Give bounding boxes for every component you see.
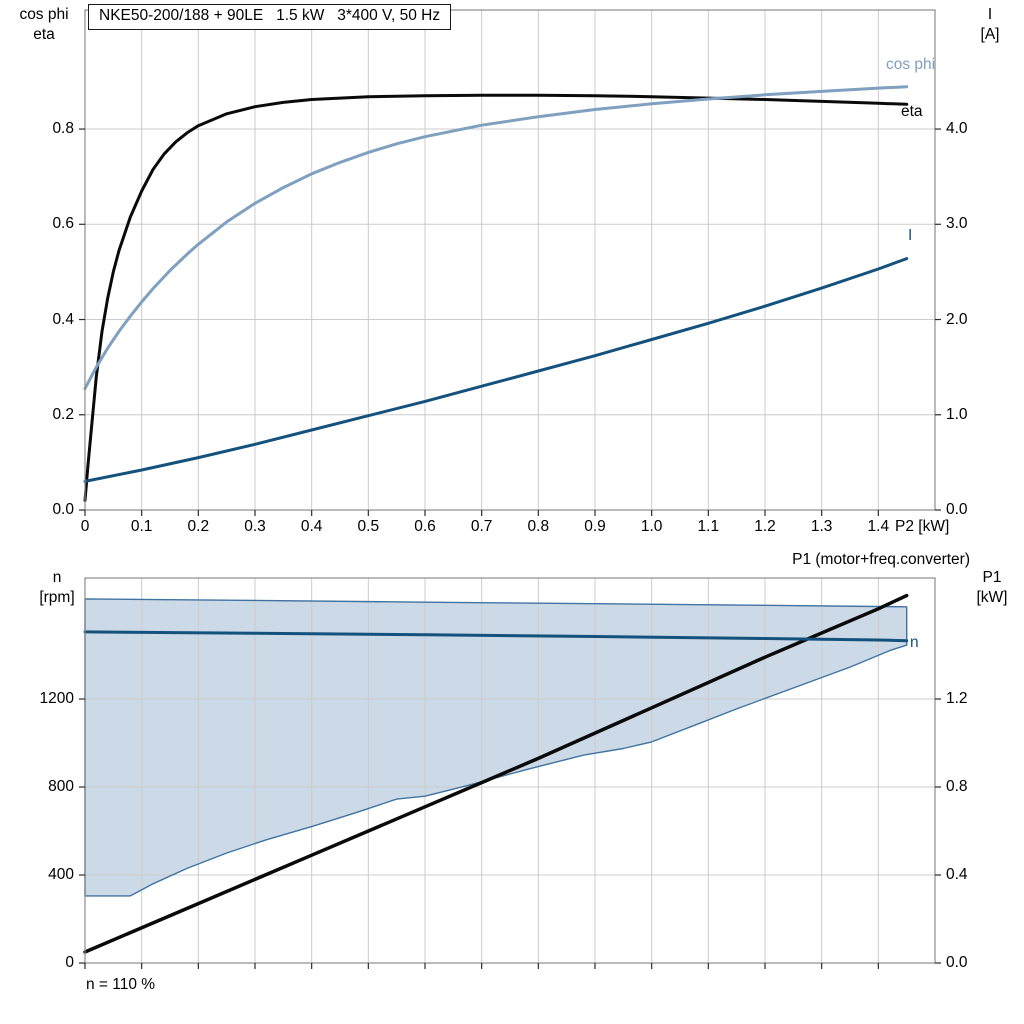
bottom-right-axis-title: P1 [kW] <box>976 569 1008 606</box>
top-left-axis-title: cos phi eta <box>19 6 69 43</box>
plot-frame <box>84 577 936 964</box>
curve-label-speed: n <box>910 634 919 651</box>
series-2-curve <box>83 257 909 483</box>
curve-label-eta: eta <box>901 103 923 120</box>
chart-title: NKE50-200/188 + 90LE 1.5 kW 3*400 V, 50 … <box>88 4 452 30</box>
series-0-curve <box>83 93 909 502</box>
speed-range-band <box>85 598 907 896</box>
curve-label-p1: P1 (motor+freq.converter) <box>792 551 970 568</box>
series-1-curve <box>83 630 909 643</box>
speed-percentage-note: n = 110 % <box>86 976 156 993</box>
x-axis-title: P2 [kW] <box>895 518 950 535</box>
bottom-left-axis-title: n [rpm] <box>39 569 75 606</box>
top-right-axis-title: I [A] <box>980 6 1000 43</box>
series-1-curve <box>83 85 909 391</box>
curve-label-current: I <box>908 227 913 244</box>
series-0-curve <box>83 593 909 954</box>
plot-frame <box>84 9 936 511</box>
speed-range-outline <box>84 598 908 897</box>
curve-label-cos-phi: cos phi <box>886 56 936 73</box>
